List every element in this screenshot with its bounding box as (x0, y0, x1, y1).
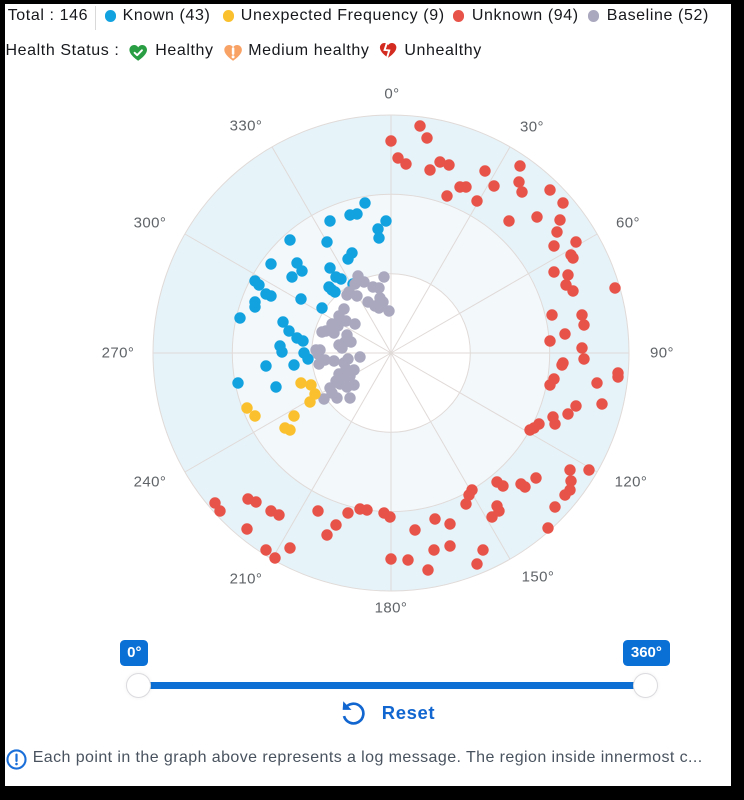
svg-text:240°: 240° (134, 474, 167, 491)
svg-text:30°: 30° (520, 119, 544, 136)
svg-text:150°: 150° (522, 569, 555, 586)
svg-text:330°: 330° (230, 118, 263, 135)
svg-text:210°: 210° (230, 571, 263, 588)
svg-text:300°: 300° (134, 215, 167, 232)
svg-text:270°: 270° (102, 345, 135, 362)
svg-text:60°: 60° (616, 215, 640, 232)
svg-text:120°: 120° (615, 474, 648, 491)
svg-text:180°: 180° (375, 600, 408, 617)
svg-text:0°: 0° (384, 86, 399, 103)
svg-text:90°: 90° (650, 345, 674, 362)
